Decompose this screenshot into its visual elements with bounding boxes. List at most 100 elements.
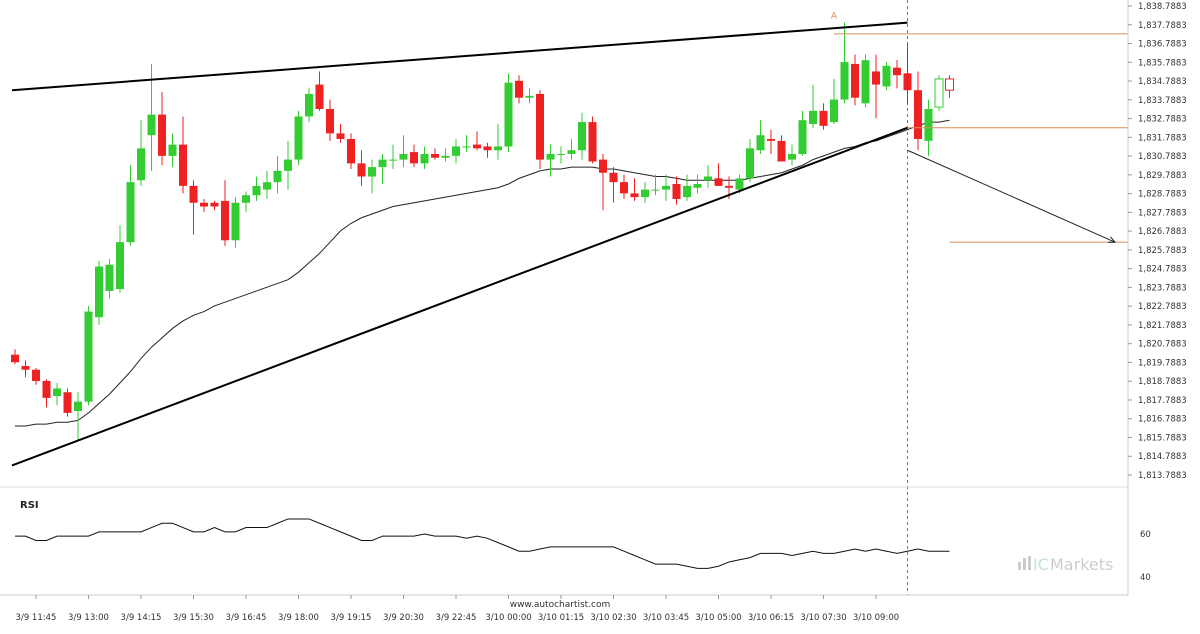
price-tick-label: 1,835.7883 [1138,58,1187,68]
forecast-arrowhead [1107,236,1117,243]
candle-body [809,110,817,124]
moving-average-layer [15,119,950,427]
candle-body [504,82,513,147]
candle-body [95,266,103,318]
candle-body [746,148,754,179]
forecast-arrow [907,149,1116,243]
candle-body [861,60,870,104]
candle-body [830,99,838,123]
candle-body [662,185,670,190]
candle-body [137,148,145,181]
candle-body [536,93,544,160]
candle-body [284,159,292,171]
price-tick-label: 1,829.7883 [1138,171,1187,181]
candle-body [683,185,691,198]
price-tick-label: 1,836.7883 [1138,40,1187,50]
candle-body [693,184,702,188]
price-tick-label: 1,820.7883 [1138,340,1187,350]
upper-trendline [11,21,908,92]
price-tick-label: 1,828.7883 [1138,190,1187,200]
time-tick-label: 3/9 19:15 [331,613,372,623]
pattern-layer: A [11,0,1128,595]
time-tick-label: 3/10 02:30 [590,613,636,623]
candle-body [294,116,303,160]
rsi-tick-label: 40 [1140,573,1151,583]
candle-body [263,182,271,190]
candle-body [578,122,586,151]
candle-body [819,110,828,126]
candle-body [641,189,649,198]
time-tick-label: 3/9 15:30 [173,613,214,623]
price-tick-label: 1,817.7883 [1138,396,1187,406]
candle-body [53,388,61,396]
candle-body [882,65,891,87]
candle-body [725,185,733,188]
candle-body [84,311,93,402]
candle-body [252,185,261,196]
price-tick-label: 1,814.7883 [1138,452,1187,462]
candle-body [210,202,219,207]
candle-body [903,73,912,91]
candle-body [11,354,19,363]
candle-body [872,71,880,85]
time-tick-label: 3/10 09:00 [853,613,899,623]
price-tick-label: 1,826.7883 [1138,227,1187,237]
time-tick-label: 3/10 03:45 [643,613,689,623]
price-tick-label: 1,822.7883 [1138,302,1187,312]
time-tick-label: 3/9 18:00 [278,613,319,623]
candle-body [273,170,282,183]
candle-body [452,146,460,156]
candle-body [704,176,712,181]
candle-body [189,185,198,203]
candle-body [378,159,387,168]
candle-body [441,155,450,158]
candle-body [777,140,786,162]
candle-body [924,108,933,141]
time-tick-label: 3/9 14:15 [121,613,162,623]
candle-body [126,182,135,243]
price-tick-label: 1,816.7883 [1138,415,1187,425]
candle-body [651,189,660,191]
candle-body [368,167,376,177]
candle-body [116,242,124,290]
price-tick-label: 1,827.7883 [1138,208,1187,218]
candle-body [473,144,481,149]
candle-body [357,163,366,177]
price-tick-label: 1,821.7883 [1138,321,1187,331]
point-a-label: A [831,12,838,22]
candle-body [431,153,439,158]
price-tick-label: 1,837.7883 [1138,21,1187,31]
candle-body [588,122,597,162]
time-tick-label: 3/10 07:30 [800,613,846,623]
rsi-tick-label: 60 [1140,530,1151,540]
candle-body [231,202,240,241]
candle-body [525,95,534,98]
candle-body [32,369,40,381]
price-tick-label: 1,831.7883 [1138,133,1187,143]
candle-body [221,200,229,241]
candle-body [546,153,555,160]
rsi-line [15,518,950,569]
candle-body [315,84,324,109]
candle-body [63,392,72,413]
candle-body [42,380,51,398]
time-tick-label: 3/9 22:45 [436,613,477,623]
candle-body [105,264,114,291]
moving-average-line [15,119,950,427]
candle-body [389,159,397,161]
price-tick-label: 1,824.7883 [1138,265,1187,275]
watermark-prefix: IC [1033,555,1049,574]
candle-body [788,153,796,160]
watermark: IC Markets [1018,555,1113,574]
watermark-bars-icon [1018,556,1031,570]
time-tick-label: 3/9 13:00 [68,613,109,623]
time-axis: 3/9 11:45 3/9 13:00 3/9 14:15 3/9 15:30 3/9 … [0,594,1128,623]
candle-body [305,93,313,117]
price-axis: 1,838.7883 1,837.7883 1,836.7883 1,835.7883… [1127,0,1187,595]
price-tick-label: 1,834.7883 [1138,77,1187,87]
candle-body [399,153,408,160]
price-tick-label: 1,823.7883 [1138,283,1187,293]
candle-body [462,146,471,148]
